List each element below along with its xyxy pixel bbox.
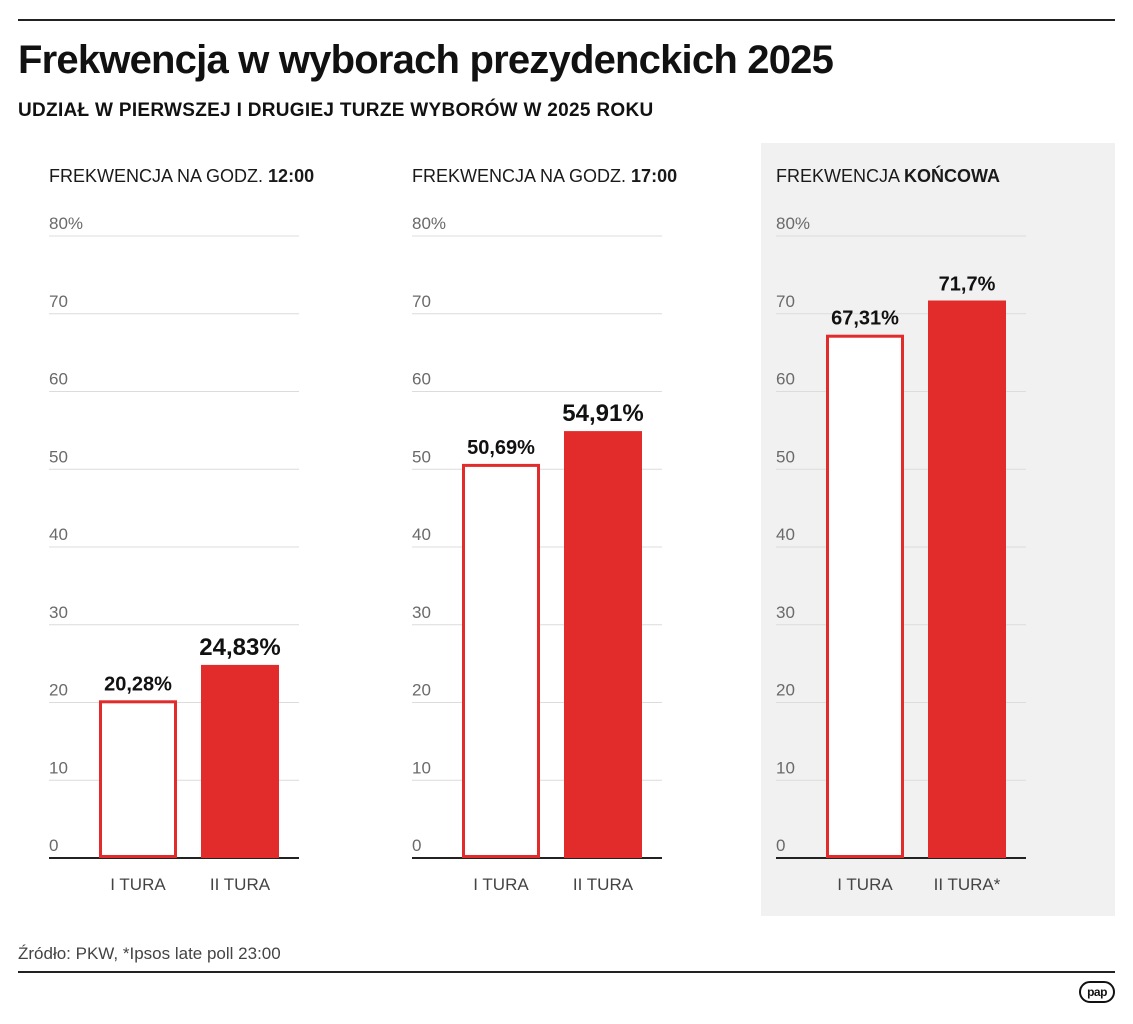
bar-second-round — [928, 300, 1006, 858]
y-tick-label: 70 — [49, 292, 68, 311]
y-tick-label: 20 — [412, 681, 431, 700]
y-tick-label: 10 — [412, 758, 431, 777]
y-tick-label: 70 — [776, 292, 795, 311]
bar-value-label: 54,91% — [562, 400, 643, 427]
panel-header-17-prefix: FREKWENCJA NA GODZ. — [412, 166, 627, 186]
y-tick-label: 30 — [49, 603, 68, 622]
bar-second-round — [564, 431, 642, 858]
category-label: I TURA — [110, 875, 166, 894]
y-tick-label: 0 — [776, 836, 785, 855]
y-tick-label: 0 — [412, 836, 421, 855]
chart-subtitle: UDZIAŁ W PIERWSZEJ I DRUGIEJ TURZE WYBOR… — [18, 100, 654, 121]
bar-first-round — [99, 700, 177, 858]
y-tick-label: 50 — [776, 447, 795, 466]
y-tick-label: 40 — [49, 525, 68, 544]
panel-header-12-prefix: FREKWENCJA NA GODZ. — [49, 166, 264, 186]
y-tick-label: 30 — [412, 603, 431, 622]
category-label: II TURA* — [934, 875, 1001, 894]
panel-header-12-emphasis: 12:00 — [268, 166, 315, 186]
bar-value-label: 24,83% — [199, 634, 280, 661]
y-tick-label: 10 — [49, 758, 68, 777]
y-tick-label: 60 — [49, 370, 68, 389]
top-rule — [18, 19, 1115, 21]
category-label: II TURA — [210, 875, 271, 894]
panel-header-final-emphasis: KOŃCOWA — [904, 166, 1001, 186]
panel-header-final: FREKWENCJA KOŃCOWA — [776, 166, 1000, 187]
bottom-rule — [18, 971, 1115, 973]
panel-header-17: FREKWENCJA NA GODZ. 17:00 — [412, 166, 677, 187]
y-tick-label: 80% — [412, 214, 446, 233]
y-tick-label: 40 — [776, 525, 795, 544]
source-note: Źródło: PKW, *Ipsos late poll 23:00 — [18, 944, 281, 963]
y-tick-label: 50 — [49, 447, 68, 466]
category-label: I TURA — [473, 875, 529, 894]
bar-value-label: 20,28% — [104, 673, 172, 695]
y-tick-label: 80% — [49, 214, 83, 233]
panel-header-12: FREKWENCJA NA GODZ. 12:00 — [49, 166, 314, 187]
y-tick-label: 20 — [49, 681, 68, 700]
bar-second-round — [201, 664, 279, 858]
y-tick-label: 50 — [412, 447, 431, 466]
y-tick-label: 60 — [776, 370, 795, 389]
pap-logo: pap — [1079, 981, 1115, 1003]
bar-first-round — [462, 463, 540, 858]
bar-value-label: 71,7% — [939, 274, 996, 296]
y-tick-label: 40 — [412, 525, 431, 544]
bar-first-round — [826, 334, 904, 858]
panel-header-final-prefix: FREKWENCJA — [776, 166, 900, 186]
chart-title: Frekwencja w wyborach prezydenckich 2025 — [18, 38, 834, 82]
y-tick-label: 10 — [776, 758, 795, 777]
y-tick-label: 80% — [776, 214, 810, 233]
y-tick-label: 20 — [776, 681, 795, 700]
category-label: I TURA — [837, 875, 893, 894]
bar-value-label: 50,69% — [467, 437, 535, 459]
panel-header-17-emphasis: 17:00 — [631, 166, 678, 186]
y-tick-label: 0 — [49, 836, 58, 855]
y-tick-label: 70 — [412, 292, 431, 311]
y-tick-label: 60 — [412, 370, 431, 389]
bar-value-label: 67,31% — [831, 308, 899, 330]
y-tick-label: 30 — [776, 603, 795, 622]
category-label: II TURA — [573, 875, 634, 894]
